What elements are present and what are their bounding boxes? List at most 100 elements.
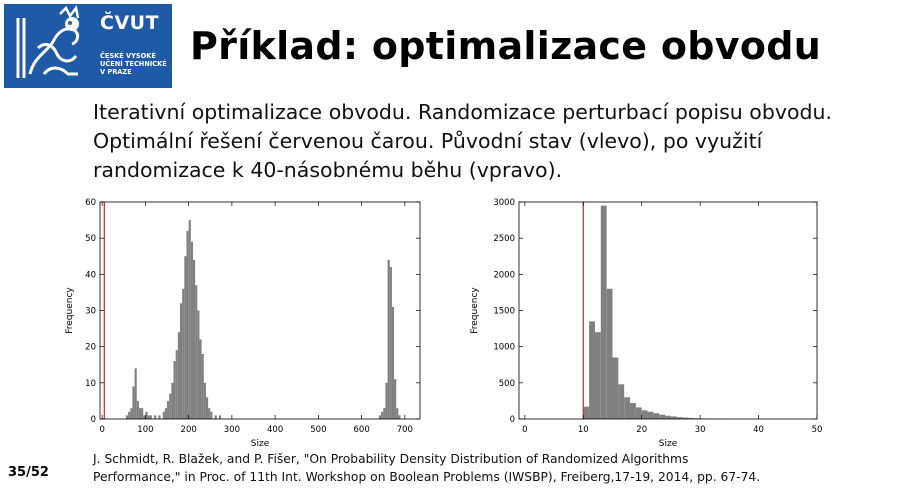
histogram-bar bbox=[589, 321, 595, 419]
x-tick-label: 0 bbox=[99, 425, 104, 435]
reference-line-1: J. Schmidt, R. Blažek, and P. Fišer, "On… bbox=[93, 450, 760, 468]
x-tick-label: 30 bbox=[695, 425, 706, 435]
intro-text: Iterativní optimalizace obvodu. Randomiz… bbox=[93, 98, 873, 185]
y-tick-label: 500 bbox=[499, 379, 515, 389]
histogram-bar bbox=[184, 256, 186, 419]
x-tick-label: 300 bbox=[224, 425, 240, 435]
y-tick-label: 30 bbox=[85, 307, 96, 317]
histogram-bar bbox=[396, 408, 398, 419]
y-tick-label: 50 bbox=[85, 234, 96, 244]
x-tick-label: 600 bbox=[354, 425, 370, 435]
plot-frame bbox=[519, 202, 817, 419]
histogram-bar bbox=[139, 408, 141, 419]
histogram-bar bbox=[385, 383, 387, 419]
y-tick-label: 0 bbox=[91, 415, 96, 425]
histogram-bar bbox=[618, 384, 624, 419]
y-axis-label: Frequency bbox=[470, 287, 480, 334]
histogram-bar bbox=[379, 415, 381, 419]
x-tick-label: 100 bbox=[137, 425, 153, 435]
histogram-bar bbox=[158, 415, 160, 419]
histogram-bar bbox=[180, 303, 182, 419]
histogram-bar bbox=[189, 220, 191, 419]
logo-brand: ČVUT bbox=[100, 12, 159, 34]
histogram-bar bbox=[642, 410, 648, 419]
histogram-bar bbox=[199, 339, 201, 419]
histogram-bar bbox=[398, 415, 400, 419]
histogram-bar bbox=[653, 413, 659, 419]
y-tick-label: 40 bbox=[85, 270, 96, 280]
histogram-bar bbox=[390, 267, 392, 419]
x-tick-label: 500 bbox=[310, 425, 326, 435]
x-tick-label: 700 bbox=[397, 425, 413, 435]
histogram-bar bbox=[165, 408, 167, 419]
histogram-bar bbox=[150, 415, 152, 419]
y-tick-label: 20 bbox=[85, 343, 96, 353]
histogram-bar bbox=[132, 386, 134, 419]
x-tick-label: 40 bbox=[753, 425, 764, 435]
histogram-bar bbox=[630, 403, 636, 419]
histogram-bar bbox=[210, 412, 212, 419]
histogram-bar bbox=[193, 260, 195, 419]
histogram-bar bbox=[624, 397, 630, 419]
histogram-bar bbox=[394, 379, 396, 419]
histogram-bar bbox=[636, 407, 642, 419]
histogram-bar bbox=[167, 401, 169, 419]
histogram-bar bbox=[202, 354, 204, 419]
histogram-bar bbox=[206, 397, 208, 419]
histogram-bar bbox=[186, 231, 188, 419]
histogram-bar bbox=[169, 394, 171, 419]
y-tick-label: 1000 bbox=[493, 343, 515, 353]
histogram-bar bbox=[171, 383, 173, 419]
histogram-bar bbox=[135, 368, 137, 419]
histogram-bar bbox=[163, 412, 165, 419]
histogram-bar bbox=[215, 415, 217, 419]
histogram-bar bbox=[148, 415, 150, 419]
x-tick-label: 0 bbox=[522, 425, 527, 435]
x-tick-label: 200 bbox=[181, 425, 197, 435]
histogram-bar bbox=[208, 408, 210, 419]
histogram-bar bbox=[659, 415, 665, 419]
plot-frame bbox=[100, 202, 420, 419]
slide-title: Příklad: optimalizace obvodu bbox=[190, 24, 821, 68]
histogram-bar bbox=[607, 289, 613, 419]
y-tick-label: 2000 bbox=[493, 270, 515, 280]
reference: J. Schmidt, R. Blažek, and P. Fišer, "On… bbox=[93, 450, 760, 486]
y-tick-label: 10 bbox=[85, 379, 96, 389]
histogram-bar bbox=[392, 307, 394, 419]
histogram-bar bbox=[178, 332, 180, 419]
page-number: 35/52 bbox=[8, 465, 49, 480]
histogram-bar bbox=[195, 285, 197, 419]
y-tick-label: 2500 bbox=[493, 234, 515, 244]
y-tick-label: 0 bbox=[510, 415, 515, 425]
histogram-bar bbox=[191, 242, 193, 419]
y-tick-label: 3000 bbox=[493, 198, 515, 208]
cvut-logo: ČVUT ČESKÉ VYSOKÉ UČENÍ TECHNICKÉ V PRAZ… bbox=[4, 4, 172, 88]
histogram-bar bbox=[219, 415, 221, 419]
histogram-randomized: 0 10 20 30 40 50050010001500200025003000SizeF… bbox=[462, 190, 834, 448]
histogram-bar bbox=[141, 408, 143, 419]
histogram-bar bbox=[595, 332, 601, 419]
histogram-bar bbox=[583, 407, 589, 419]
histogram-bar bbox=[176, 350, 178, 419]
y-tick-label: 60 bbox=[85, 198, 96, 208]
histogram-bar bbox=[137, 401, 139, 419]
histogram-bar bbox=[665, 416, 671, 419]
x-axis-label: Size bbox=[659, 439, 678, 448]
histogram-bar bbox=[612, 358, 618, 419]
y-tick-label: 1500 bbox=[493, 307, 515, 317]
logo-subtitle: ČESKÉ VYSOKÉ UČENÍ TECHNICKÉ V PRAZE bbox=[100, 52, 167, 76]
histogram-bar bbox=[154, 415, 156, 419]
histogram-bar bbox=[128, 412, 130, 419]
histogram-bar bbox=[388, 260, 390, 419]
x-tick-label: 10 bbox=[578, 425, 589, 435]
histogram-bar bbox=[383, 408, 385, 419]
histogram-bar bbox=[182, 289, 184, 419]
histogram-bar bbox=[130, 408, 132, 419]
lion-emblem-icon bbox=[4, 4, 92, 88]
histogram-initial: 0 100 200 300 400 500 600 7000102030405060SizeF… bbox=[60, 190, 432, 448]
x-tick-label: 20 bbox=[636, 425, 647, 435]
reference-line-2: Performance," in Proc. of 11th Int. Work… bbox=[93, 468, 760, 486]
histogram-bar bbox=[204, 383, 206, 419]
histogram-bar bbox=[174, 361, 176, 419]
x-tick-label: 400 bbox=[267, 425, 283, 435]
